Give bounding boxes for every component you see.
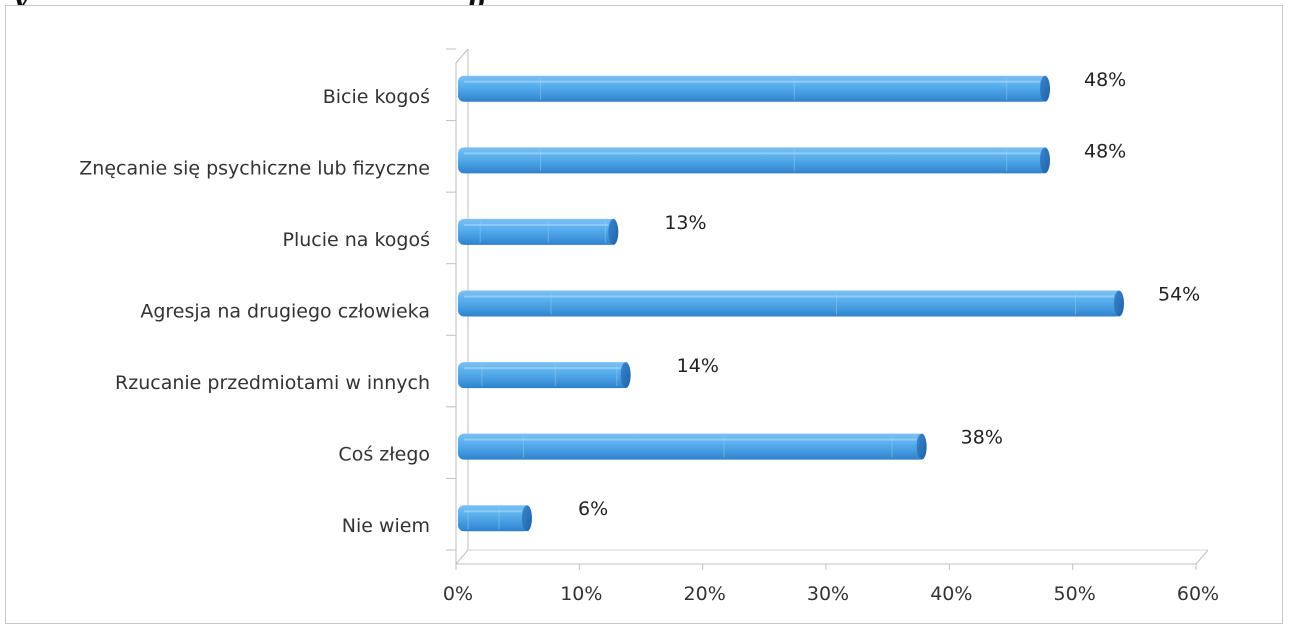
- floor-right-edge: [1195, 549, 1209, 565]
- category-label: Rzucanie przedmiotami w innych: [115, 372, 430, 394]
- data-label: 48%: [1084, 69, 1126, 91]
- data-label: 48%: [1084, 140, 1126, 162]
- bar: [458, 505, 530, 532]
- bar: [458, 433, 925, 460]
- bar-end-cap: [1114, 290, 1124, 317]
- category-label: Nie wiem: [342, 515, 430, 537]
- bar: [458, 75, 1048, 102]
- data-label: 13%: [664, 212, 706, 234]
- chart-area: 0% 10% 20% 30% 40% 50% 60% 48% Bicie kogoś 48% Znę…: [5, 5, 1283, 624]
- floor-left-edge: [455, 549, 469, 565]
- bar: [458, 362, 629, 389]
- category-label: Agresja na drugiego człowieka: [140, 301, 430, 323]
- category-label: Plucie na kogoś: [283, 229, 431, 251]
- x-tick-label: 40%: [930, 583, 972, 605]
- bar: [458, 290, 1122, 317]
- category-label: Bicie kogoś: [323, 86, 430, 108]
- chart-axes: [446, 48, 1209, 570]
- bar-end-cap: [620, 362, 631, 389]
- bar: [458, 218, 617, 245]
- x-tick-label: 10%: [560, 583, 602, 605]
- bar-end-cap: [916, 433, 927, 460]
- x-tick-label: 20%: [684, 583, 726, 605]
- chart-labels: 0% 10% 20% 30% 40% 50% 60% 48% Bicie kogoś 48% Znę…: [79, 69, 1219, 605]
- x-tick-label: 50%: [1054, 583, 1096, 605]
- data-label: 38%: [961, 427, 1003, 449]
- bar: [458, 147, 1048, 174]
- x-tick-label: 60%: [1177, 583, 1219, 605]
- bar-end-cap: [1040, 147, 1050, 174]
- bar-chart: 0% 10% 20% 30% 40% 50% 60% 48% Bicie kogoś 48% Znę…: [79, 48, 1219, 605]
- chart-bars: [458, 75, 1124, 532]
- bar-end-cap: [522, 505, 532, 532]
- category-label: Znęcanie się psychiczne lub fizyczne: [79, 157, 430, 179]
- data-label: 54%: [1158, 284, 1200, 306]
- x-tick-label: 0%: [443, 583, 473, 605]
- bar-end-cap: [608, 218, 619, 245]
- x-tick-label: 30%: [807, 583, 849, 605]
- data-label: 6%: [578, 498, 608, 520]
- y-axis-top-edge: [455, 48, 469, 64]
- category-label: Coś złego: [338, 444, 430, 466]
- bar-end-cap: [1040, 75, 1050, 102]
- data-label: 14%: [677, 355, 719, 377]
